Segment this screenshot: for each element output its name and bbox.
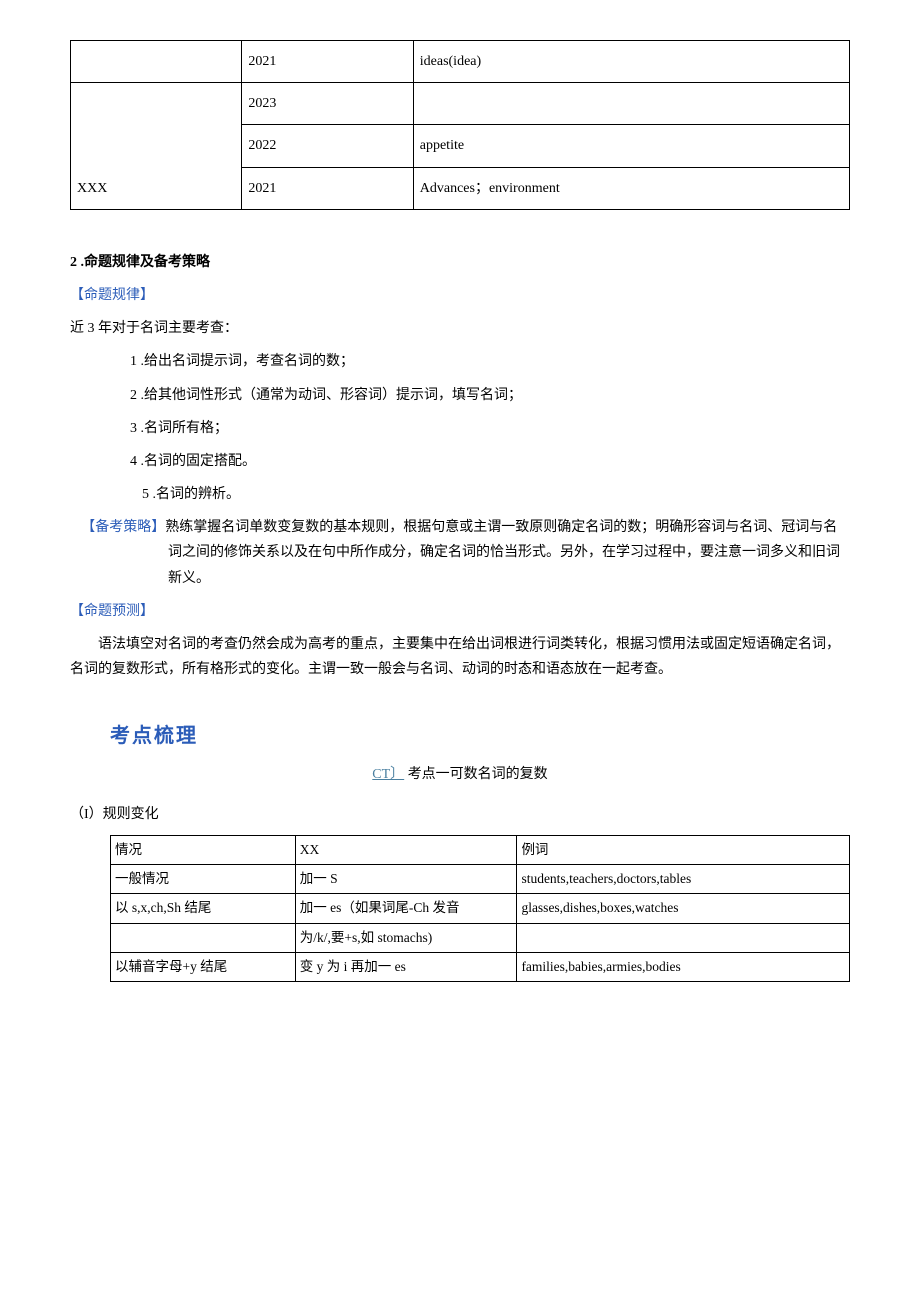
ct-line: CT〕 考点一可数名词的复数 [70, 762, 850, 787]
table-cell: 加一 es（如果词尾-Ch 发音 [295, 894, 517, 923]
table-cell: 以辅音字母+y 结尾 [111, 952, 296, 981]
table-header: 情况 [111, 835, 296, 864]
kaodian-title: 考点梳理 [110, 718, 850, 754]
table-cell [413, 83, 849, 125]
list-item: 4 .名词的固定搭配。 [130, 449, 850, 474]
table-cell: 为/k/,要+s,如 stomachs) [295, 923, 517, 952]
table-cell: 2023 [242, 83, 413, 125]
table-cell: students,teachers,doctors,tables [517, 865, 850, 894]
table-cell: 变 y 为 i 再加一 es [295, 952, 517, 981]
table-cell: 以 s,x,ch,Sh 结尾 [111, 894, 296, 923]
ct-label: CT〕 [372, 767, 404, 782]
strategy-label: 【备考策略】 [81, 520, 165, 535]
rules-table: 情况 XX 例词 一般情况 加一 S students,teachers,doc… [110, 835, 850, 982]
list-item: 3 .名词所有格； [130, 416, 850, 441]
table-cell: 2021 [242, 167, 413, 209]
table-cell: 2022 [242, 125, 413, 167]
table-cell [111, 923, 296, 952]
table-cell: 加一 S [295, 865, 517, 894]
table-cell-xxx: XXX [71, 83, 242, 210]
table-cell: 2021 [242, 41, 413, 83]
list-item: 1 .给出名词提示词，考查名词的数； [130, 349, 850, 374]
table-cell: families,babies,armies,bodies [517, 952, 850, 981]
intro-text: 近 3 年对于名词主要考查： [70, 316, 850, 341]
table-cell [517, 923, 850, 952]
sub-heading: （I）规则变化 [70, 802, 850, 827]
table-cell [71, 41, 242, 83]
table-header: 例词 [517, 835, 850, 864]
rules-label: 【命题规律】 [70, 283, 850, 308]
predict-text: 语法填空对名词的考查仍然会成为高考的重点，主要集中在给出词根进行词类转化，根据习… [70, 632, 850, 682]
list-item: 2 .给其他词性形式（通常为动词、形容词）提示词，填写名词； [130, 383, 850, 408]
list-item: 5 .名词的辨析。 [142, 482, 850, 507]
table-header: XX [295, 835, 517, 864]
table-cell: glasses,dishes,boxes,watches [517, 894, 850, 923]
strategy-text: 熟练掌握名词单数变复数的基本规则，根据句意或主谓一致原则确定名词的数；明确形容词… [165, 520, 840, 585]
table-cell: Advances；environment [413, 167, 849, 209]
table-cell: 一般情况 [111, 865, 296, 894]
predict-label: 【命题预测】 [70, 599, 850, 624]
table-cell: appetite [413, 125, 849, 167]
table-cell: ideas(idea) [413, 41, 849, 83]
section-2-heading: 2 .命题规律及备考策略 [70, 250, 850, 275]
ct-text: 考点一可数名词的复数 [408, 767, 548, 782]
exam-years-table: 2021 ideas(idea) XXX 2023 2022 appetite … [70, 40, 850, 210]
strategy-paragraph: 【备考策略】熟练掌握名词单数变复数的基本规则，根据句意或主谓一致原则确定名词的数… [70, 515, 850, 591]
